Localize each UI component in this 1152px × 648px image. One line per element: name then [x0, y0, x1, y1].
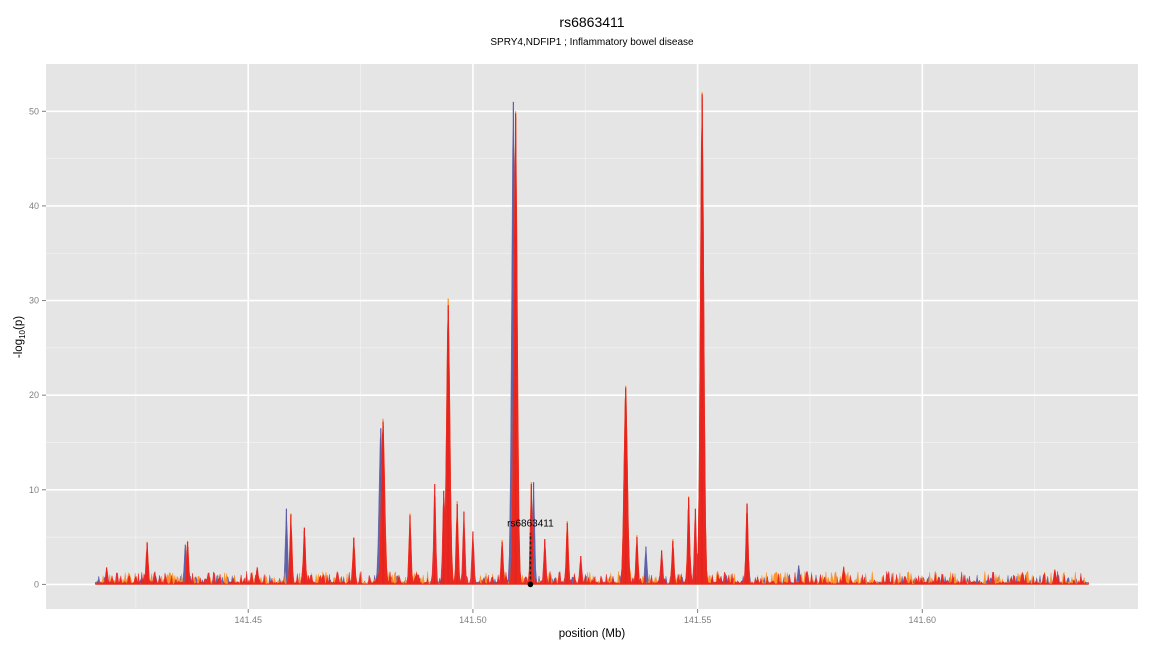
y-tick-label: 30 — [29, 296, 39, 306]
y-tick-label: 10 — [29, 485, 39, 495]
x-tick-label: 141.50 — [459, 615, 487, 625]
y-axis-label: -log10(p) — [13, 316, 27, 358]
plot-panel — [46, 64, 1138, 609]
chart-subtitle: SPRY4,NDFIP1 ; Inflammatory bowel diseas… — [490, 37, 694, 48]
y-axis-ticks: 0 10 20 30 40 50 — [29, 106, 46, 589]
x-axis-ticks: 141.45 141.50 141.55 141.60 — [234, 609, 936, 625]
x-axis-label: position (Mb) — [559, 628, 626, 640]
minor-gridlines — [46, 64, 1138, 609]
x-tick-label: 141.60 — [909, 615, 937, 625]
y-tick-label: 40 — [29, 201, 39, 211]
series-area-3 — [95, 99, 1089, 586]
snp-marker-point — [527, 581, 534, 588]
snp-marker-label: rs6863411 — [507, 518, 554, 529]
y-tick-label: 50 — [29, 106, 39, 116]
series-layer — [95, 92, 1089, 586]
y-tick-label: 0 — [34, 579, 39, 589]
y-tick-label: 20 — [29, 390, 39, 400]
x-tick-label: 141.45 — [234, 615, 262, 625]
annotation-layer: rs6863411 — [507, 518, 554, 588]
chart-title: rs6863411 — [559, 14, 625, 30]
x-tick-label: 141.55 — [684, 615, 712, 625]
series-area-2 — [95, 97, 1089, 586]
